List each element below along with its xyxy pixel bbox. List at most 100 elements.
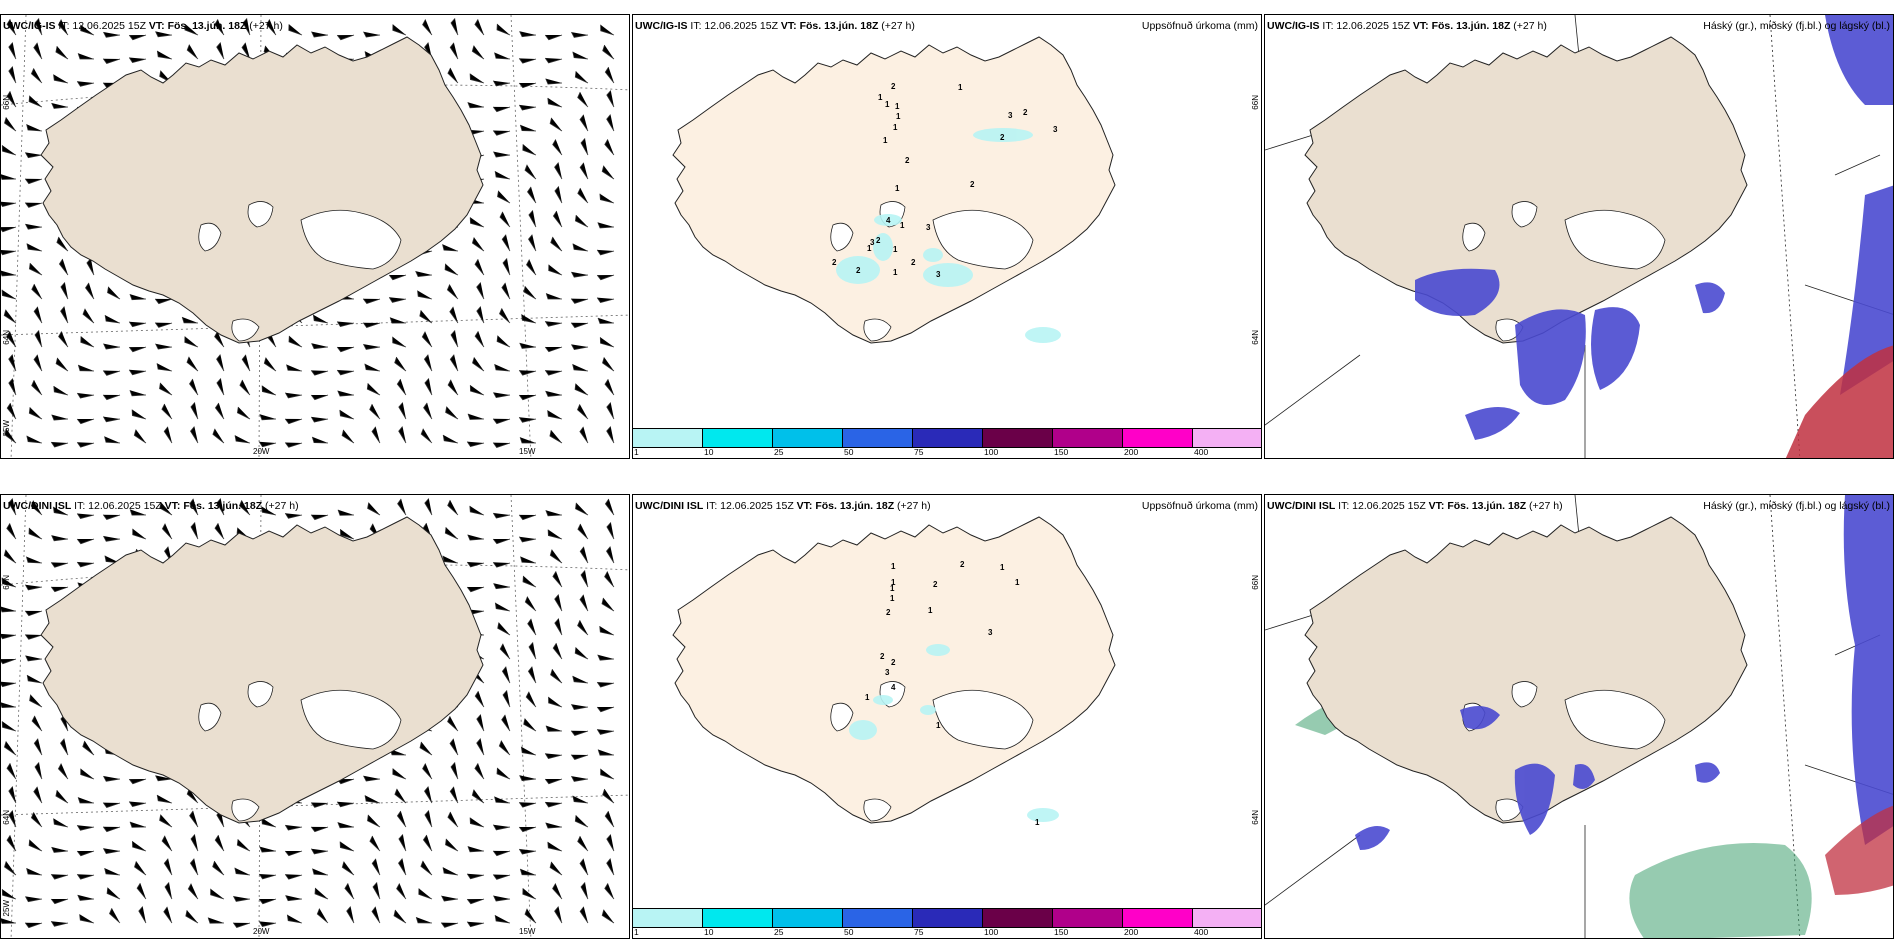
wind-barb	[570, 322, 589, 329]
wind-barb	[76, 873, 95, 880]
wind-barb	[497, 190, 511, 204]
wind-barb	[136, 882, 147, 900]
low-cloud-areas	[1415, 15, 1893, 440]
wind-barb	[190, 522, 199, 540]
wind-barb	[467, 846, 485, 853]
wind-barb	[102, 514, 121, 520]
wind-barb	[492, 824, 511, 831]
wind-barb	[190, 426, 199, 444]
wind-barb	[210, 888, 225, 900]
wind-barb	[129, 390, 147, 397]
wind-barb	[60, 306, 69, 324]
wind-barb	[572, 795, 589, 804]
wind-barb	[552, 571, 563, 588]
wind-barb	[102, 802, 121, 808]
wind-barb	[570, 730, 589, 736]
wind-barb	[24, 634, 43, 640]
wind-barb	[519, 342, 537, 349]
lon-label-20: 20W	[253, 927, 270, 936]
colorbar-ticks: 1 10 25 50 75 100 150 200 400	[633, 927, 1261, 938]
init-time: IT: 12.06.2025 15Z	[74, 500, 162, 512]
wind-barb	[216, 498, 225, 516]
wind-barb	[28, 527, 43, 540]
wind-barb	[26, 674, 43, 684]
wind-barb	[549, 430, 563, 444]
wind-barb	[545, 510, 563, 517]
wind-barb	[604, 571, 615, 588]
wind-barb	[423, 354, 433, 372]
wind-barb	[50, 441, 69, 448]
colorbar-ticks: 1 10 25 50 75 100 150 200 400	[633, 447, 1261, 458]
wind-barb	[577, 620, 589, 636]
wind-barb	[26, 556, 43, 564]
wind-barb	[26, 435, 43, 444]
wind-barb	[372, 882, 381, 900]
colorbar-tick-label: 1	[634, 447, 639, 457]
wind-barb	[552, 139, 563, 156]
wind-barb	[424, 378, 433, 396]
wind-barb	[187, 883, 199, 900]
wind-barb	[367, 814, 381, 828]
wind-barb	[597, 317, 615, 324]
wind-barb	[214, 19, 225, 36]
colorbar-swatch	[913, 429, 983, 447]
wind-barb	[442, 244, 459, 252]
wind-barb	[8, 42, 17, 60]
wind-barb	[103, 775, 121, 782]
wind-barb	[236, 406, 251, 420]
wind-barb	[442, 434, 459, 444]
wind-barb	[389, 317, 407, 324]
wind-barb	[574, 214, 589, 228]
precip-value: 3	[988, 628, 993, 637]
precip-value: 2	[856, 266, 861, 275]
wind-barb	[499, 211, 511, 228]
colorbar-tick-label: 150	[1054, 447, 1069, 457]
precip-value: 2	[876, 236, 881, 245]
wind-barb	[518, 104, 537, 111]
wind-barb	[527, 618, 537, 636]
wind-barb	[311, 436, 329, 444]
precip-value: 1	[891, 562, 896, 571]
wind-barb	[103, 848, 121, 855]
wind-barb	[518, 394, 537, 401]
wind-barb	[396, 883, 407, 900]
wind-barb	[310, 848, 329, 855]
wind-barb	[58, 258, 69, 276]
colorbar-tick-label: 10	[704, 927, 714, 937]
wind-barb	[466, 873, 485, 880]
wind-barb	[494, 171, 511, 180]
wind-barb	[499, 643, 511, 660]
precip-value: 1	[893, 123, 898, 132]
wind-barb	[392, 768, 407, 780]
wind-barb	[26, 124, 43, 132]
wind-barb	[129, 293, 147, 301]
wind-barb	[597, 222, 615, 229]
wind-barb	[446, 284, 459, 300]
model-name: UWC/IG-IS	[635, 20, 688, 32]
wind-barb	[371, 906, 381, 924]
precip-value: 2	[905, 156, 910, 165]
wind-barb	[545, 822, 563, 829]
wind-barb	[492, 874, 511, 880]
wind-barb	[60, 738, 69, 756]
wind-barb	[398, 834, 407, 852]
precip-value: 2	[1000, 133, 1005, 142]
wind-barb	[522, 575, 537, 588]
wind-barb	[545, 390, 563, 397]
wind-barb	[442, 555, 459, 564]
wind-barb	[8, 354, 17, 372]
wind-barb	[398, 426, 407, 444]
wind-barb	[102, 58, 121, 64]
wind-barb	[1, 681, 17, 688]
wind-barb	[284, 512, 303, 519]
lat-label-right-64: 64N	[1251, 330, 1260, 345]
wind-barb	[25, 655, 43, 662]
wind-barb	[6, 762, 17, 780]
wind-barb	[1, 606, 17, 613]
wind-barb	[1, 658, 17, 665]
wind-barb	[128, 369, 147, 376]
wind-barb	[60, 282, 69, 300]
wind-barb	[600, 24, 615, 36]
